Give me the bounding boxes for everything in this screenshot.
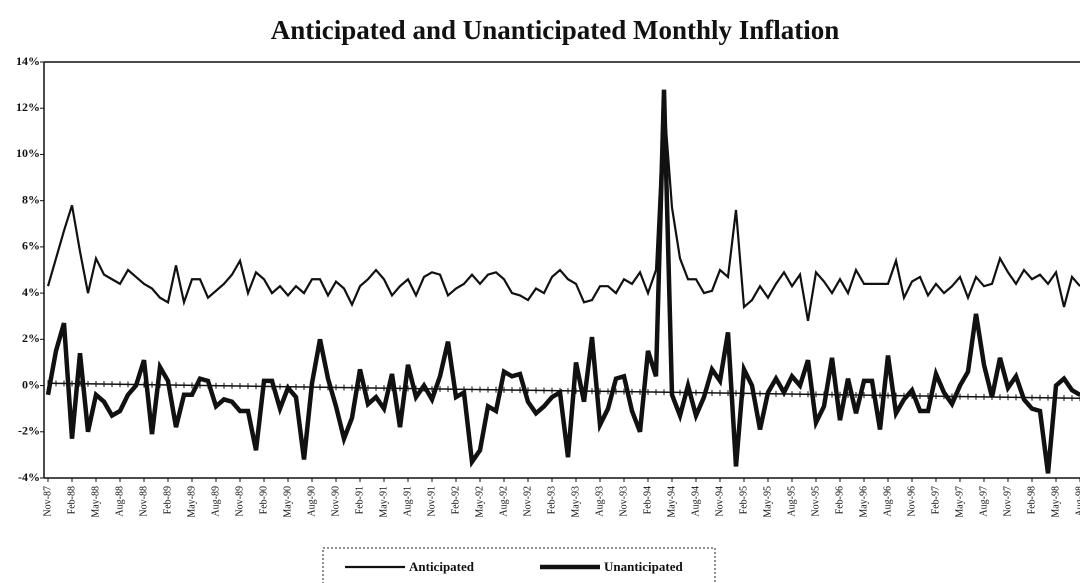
x-tick-label: Aug-96 bbox=[882, 486, 893, 517]
x-tick-label: Feb-94 bbox=[642, 486, 653, 514]
x-tick-label: Nov-95 bbox=[810, 486, 821, 517]
x-tick-label: May-93 bbox=[570, 486, 581, 518]
x-tick-label: Feb-93 bbox=[546, 486, 557, 514]
x-tick-label: Aug-89 bbox=[210, 486, 221, 517]
y-tick-label: 6% bbox=[22, 239, 40, 253]
x-tick-label: May-89 bbox=[186, 486, 197, 518]
x-tick-label: May-91 bbox=[378, 486, 389, 518]
x-tick-label: May-95 bbox=[762, 486, 773, 518]
legend-label: Unanticipated bbox=[604, 559, 684, 574]
x-tick-label: Nov-92 bbox=[522, 486, 533, 517]
x-tick-label: May-90 bbox=[282, 486, 293, 518]
y-tick-label: 4% bbox=[22, 285, 40, 299]
x-tick-label: Feb-92 bbox=[450, 486, 461, 514]
x-tick-label: Aug-97 bbox=[978, 486, 989, 517]
legend-label: Anticipated bbox=[409, 559, 475, 574]
x-tick-label: Aug-88 bbox=[114, 486, 125, 517]
y-tick-label: 2% bbox=[22, 331, 40, 345]
x-tick-label: Nov-97 bbox=[1002, 486, 1013, 517]
x-tick-label: Aug-92 bbox=[498, 486, 509, 517]
legend-box bbox=[322, 547, 716, 583]
x-tick-label: Nov-88 bbox=[138, 486, 149, 517]
x-tick-label: May-98 bbox=[1050, 486, 1061, 518]
series-line bbox=[46, 101, 1080, 322]
x-tick-label: May-88 bbox=[90, 486, 101, 518]
x-tick-label: Feb-98 bbox=[1026, 486, 1037, 514]
y-tick-label: 0% bbox=[22, 377, 40, 391]
x-tick-label: Feb-91 bbox=[354, 486, 365, 514]
y-tick-label: 8% bbox=[22, 192, 40, 206]
x-tick-label: Nov-87 bbox=[42, 486, 53, 517]
x-tick-label: Aug-98 bbox=[1074, 486, 1080, 517]
x-tick-label: Aug-93 bbox=[594, 486, 605, 517]
x-tick-label: May-96 bbox=[858, 486, 869, 518]
x-tick-label: Nov-90 bbox=[330, 486, 341, 517]
x-tick-label: May-92 bbox=[474, 486, 485, 518]
x-tick-label: Aug-94 bbox=[690, 486, 701, 517]
x-tick-label: Nov-96 bbox=[906, 486, 917, 517]
y-tick-label: 12% bbox=[16, 100, 40, 114]
x-tick-label: May-94 bbox=[666, 486, 677, 518]
x-tick-label: Nov-93 bbox=[618, 486, 629, 517]
x-tick-label: Feb-90 bbox=[258, 486, 269, 514]
y-tick-label: 14% bbox=[16, 54, 40, 68]
y-tick-label: -4% bbox=[18, 470, 40, 484]
y-tick-label: -2% bbox=[18, 424, 40, 438]
x-tick-label: Feb-89 bbox=[162, 486, 173, 514]
x-tick-label: Nov-89 bbox=[234, 486, 245, 517]
x-tick-label: Feb-96 bbox=[834, 486, 845, 514]
chart-title: Anticipated and Unanticipated Monthly In… bbox=[271, 15, 840, 45]
x-tick-label: Aug-91 bbox=[402, 486, 413, 517]
trend-line bbox=[47, 382, 1080, 400]
x-tick-label: Feb-95 bbox=[738, 486, 749, 514]
x-tick-label: Feb-97 bbox=[930, 486, 941, 514]
x-tick-label: Aug-90 bbox=[306, 486, 317, 517]
series-line bbox=[45, 89, 1080, 474]
x-tick-label: Nov-91 bbox=[426, 486, 437, 517]
x-tick-label: Aug-95 bbox=[786, 486, 797, 517]
x-tick-label: May-97 bbox=[954, 486, 965, 518]
y-tick-label: 10% bbox=[16, 146, 40, 160]
x-tick-label: Feb-88 bbox=[66, 486, 77, 514]
x-tick-label: Nov-94 bbox=[714, 486, 725, 517]
